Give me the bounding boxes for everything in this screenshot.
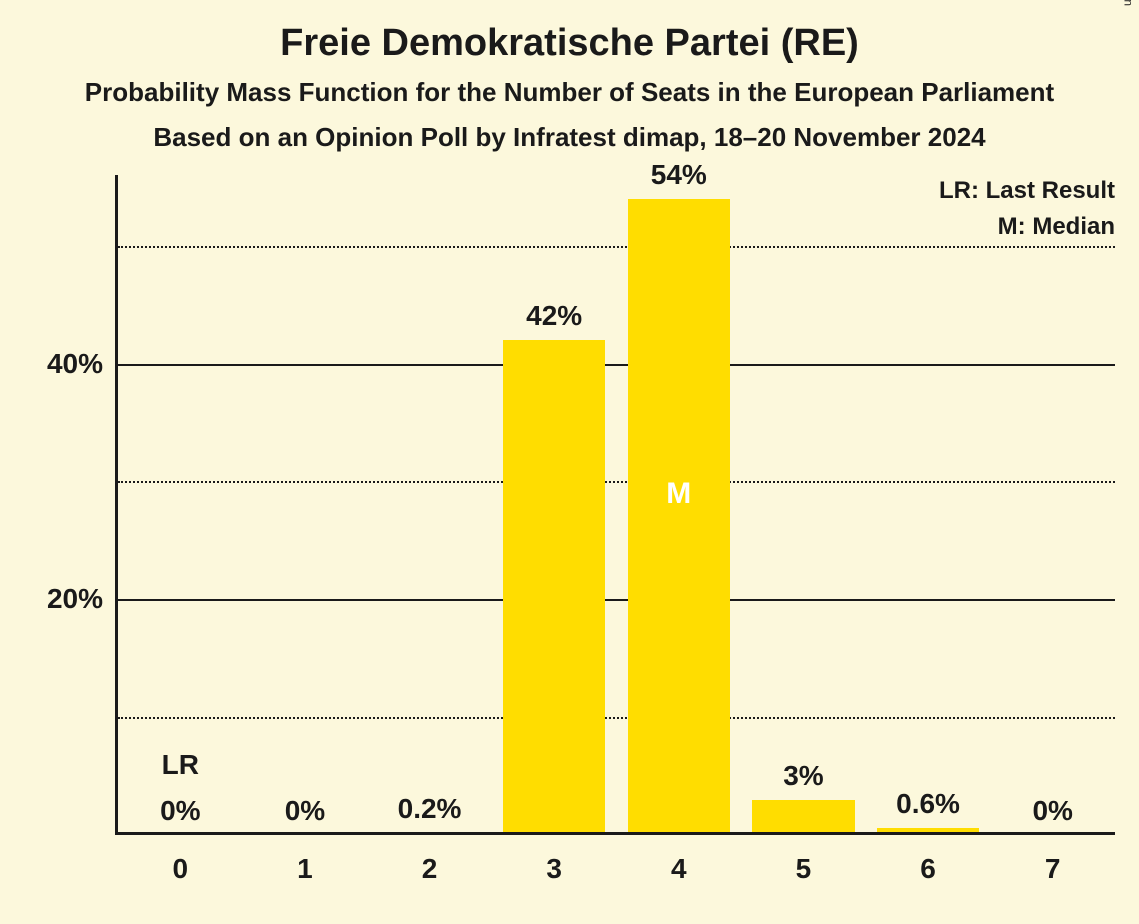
bar bbox=[752, 800, 854, 835]
y-axis-label: 40% bbox=[23, 348, 103, 380]
median-marker: M bbox=[628, 477, 730, 511]
gridline-major bbox=[118, 364, 1115, 366]
gridline-minor bbox=[118, 246, 1115, 248]
bar-value-label: 0.6% bbox=[877, 788, 979, 820]
legend-last-result: LR: Last Result bbox=[939, 177, 1115, 205]
y-axis bbox=[115, 175, 118, 835]
legend-median: M: Median bbox=[998, 213, 1115, 241]
chart-plot-area bbox=[115, 175, 1115, 835]
x-axis-label: 5 bbox=[741, 853, 866, 885]
bar-value-label: 0.2% bbox=[378, 793, 480, 825]
bar-value-label: 54% bbox=[628, 159, 730, 191]
x-axis-label: 0 bbox=[118, 853, 243, 885]
x-axis bbox=[115, 832, 1115, 835]
x-axis-label: 6 bbox=[866, 853, 991, 885]
bar-value-label: 0% bbox=[1002, 795, 1104, 827]
last-result-marker: LR bbox=[129, 749, 231, 781]
x-axis-label: 7 bbox=[990, 853, 1115, 885]
x-axis-label: 3 bbox=[492, 853, 617, 885]
bar-value-label: 42% bbox=[503, 300, 605, 332]
bar-value-label: 0% bbox=[254, 795, 356, 827]
x-axis-label: 2 bbox=[367, 853, 492, 885]
bar bbox=[628, 199, 730, 835]
bar bbox=[503, 340, 605, 835]
chart-subtitle-1: Probability Mass Function for the Number… bbox=[0, 65, 1139, 108]
gridline-major bbox=[118, 599, 1115, 601]
bar-value-label: 3% bbox=[752, 760, 854, 792]
x-axis-label: 4 bbox=[617, 853, 742, 885]
y-axis-label: 20% bbox=[23, 583, 103, 615]
copyright-label: © 2024 Filip van Laenen bbox=[1121, 0, 1135, 6]
bar-value-label: 0% bbox=[129, 795, 231, 827]
chart-title: Freie Demokratische Partei (RE) bbox=[0, 0, 1139, 65]
gridline-minor bbox=[118, 481, 1115, 483]
chart-subtitle-2: Based on an Opinion Poll by Infratest di… bbox=[0, 108, 1139, 153]
x-axis-label: 1 bbox=[243, 853, 368, 885]
gridline-minor bbox=[118, 717, 1115, 719]
